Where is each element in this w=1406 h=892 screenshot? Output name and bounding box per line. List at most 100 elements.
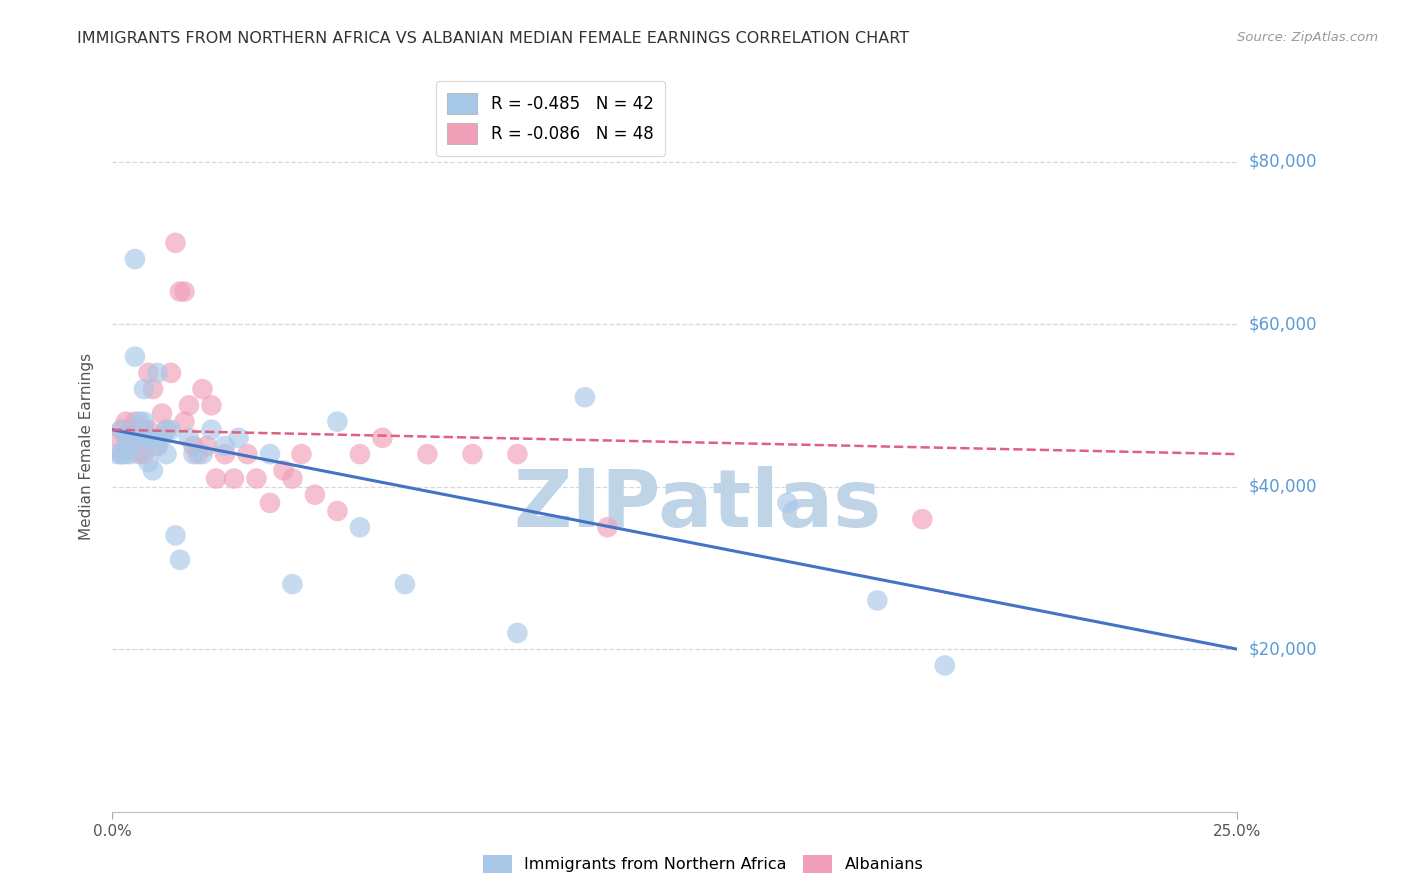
Point (281, 471, 304, 485)
Point (115, 447, 138, 461)
Point (120, 447, 142, 461)
Point (124, 350, 146, 364)
Point (259, 447, 281, 461)
Point (326, 415, 349, 429)
Point (165, 528, 187, 542)
Point (132, 439, 155, 453)
Point (200, 398, 222, 412)
Point (214, 447, 236, 461)
Point (214, 439, 236, 453)
Point (120, 423, 142, 437)
Point (138, 366, 160, 380)
Point (290, 447, 312, 461)
Point (349, 520, 371, 534)
Point (200, 423, 222, 437)
Legend: R = -0.485   N = 42, R = -0.086   N = 48: R = -0.485 N = 42, R = -0.086 N = 48 (436, 81, 665, 156)
Point (304, 488, 326, 502)
Point (776, 496, 799, 510)
Point (142, 463, 165, 477)
Point (138, 431, 160, 445)
Point (146, 366, 169, 380)
Point (281, 577, 304, 591)
Point (183, 439, 205, 453)
Text: $20,000: $20,000 (1249, 640, 1317, 658)
Text: ZIPatlas: ZIPatlas (513, 466, 882, 543)
Point (574, 390, 596, 404)
Point (165, 235, 187, 250)
Point (222, 471, 245, 485)
Point (187, 447, 209, 461)
Legend: Immigrants from Northern Africa, Albanians: Immigrants from Northern Africa, Albania… (477, 848, 929, 880)
Point (120, 431, 142, 445)
Point (110, 423, 132, 437)
Point (245, 471, 267, 485)
Point (150, 407, 173, 421)
Point (236, 447, 259, 461)
Point (461, 447, 484, 461)
Point (259, 496, 281, 510)
Point (110, 423, 132, 437)
Point (155, 423, 177, 437)
Point (191, 447, 214, 461)
Text: $80,000: $80,000 (1249, 153, 1317, 170)
Point (146, 439, 169, 453)
Point (506, 626, 529, 640)
Point (177, 431, 200, 445)
Point (169, 553, 191, 567)
Text: $40,000: $40,000 (1249, 477, 1317, 496)
Point (155, 447, 177, 461)
Point (132, 382, 155, 396)
Text: Source: ZipAtlas.com: Source: ZipAtlas.com (1237, 31, 1378, 45)
Point (596, 520, 619, 534)
Point (183, 447, 205, 461)
Point (124, 252, 146, 266)
Point (115, 431, 138, 445)
Point (349, 447, 371, 461)
Point (169, 285, 191, 299)
Point (105, 447, 128, 461)
Point (110, 447, 132, 461)
Point (124, 431, 146, 445)
Point (138, 423, 160, 437)
Point (228, 431, 250, 445)
Point (160, 423, 183, 437)
Text: $60,000: $60,000 (1249, 315, 1317, 333)
Point (142, 431, 165, 445)
Point (160, 366, 183, 380)
Point (394, 577, 416, 591)
Point (105, 431, 128, 445)
Point (866, 593, 889, 607)
Point (128, 415, 150, 429)
Point (128, 431, 150, 445)
Point (273, 463, 295, 477)
Point (132, 415, 155, 429)
Point (110, 447, 132, 461)
Point (142, 382, 165, 396)
Point (934, 658, 956, 673)
Point (132, 423, 155, 437)
Point (120, 439, 142, 453)
Point (326, 504, 349, 518)
Point (138, 455, 160, 469)
Text: IMMIGRANTS FROM NORTHERN AFRICA VS ALBANIAN MEDIAN FEMALE EARNINGS CORRELATION C: IMMIGRANTS FROM NORTHERN AFRICA VS ALBAN… (77, 31, 910, 46)
Point (173, 415, 195, 429)
Point (115, 415, 138, 429)
Point (191, 382, 214, 396)
Point (128, 423, 150, 437)
Point (155, 423, 177, 437)
Point (177, 398, 200, 412)
Point (506, 447, 529, 461)
Point (205, 471, 228, 485)
Point (150, 431, 173, 445)
Y-axis label: Median Female Earnings: Median Female Earnings (79, 352, 94, 540)
Point (124, 415, 146, 429)
Point (128, 447, 150, 461)
Point (146, 439, 169, 453)
Point (371, 431, 394, 445)
Point (416, 447, 439, 461)
Point (173, 285, 195, 299)
Point (195, 439, 218, 453)
Point (115, 439, 138, 453)
Point (911, 512, 934, 526)
Point (132, 447, 155, 461)
